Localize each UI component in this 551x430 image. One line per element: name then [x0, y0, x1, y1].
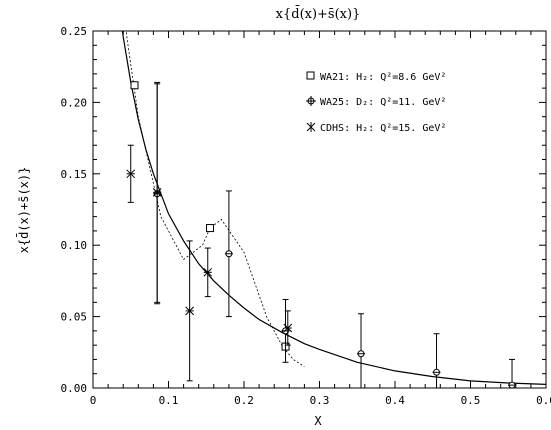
chart-title: x{d̄(x)+s̄(x)}: [276, 5, 361, 22]
series-0: [130, 81, 290, 351]
data-point: [224, 190, 233, 318]
x-tick-label: 0.2: [234, 394, 254, 407]
fit-curves: [121, 31, 546, 385]
square-marker: [130, 81, 139, 90]
star-marker: [203, 267, 213, 277]
legend: WA21: H₂: Q²=8.6 GeV² WA25: D₂: Q²=11. G…: [306, 71, 446, 134]
legend-entry-wa21: WA21: H₂: Q²=8.6 GeV²: [306, 71, 446, 83]
x-tick-label: 0: [90, 394, 97, 407]
data-point: [432, 333, 441, 388]
plot-frame: [92, 30, 547, 389]
y-tick-label: 0.05: [61, 311, 88, 324]
y-tick-label: 0.15: [61, 168, 88, 181]
data-point: [203, 247, 213, 298]
x-tick-label: 0.5: [461, 394, 481, 407]
y-axis-label: x{d̄(x)+s̄(x)}: [16, 167, 31, 254]
legend-square-marker: [306, 71, 315, 80]
star-marker: [126, 169, 136, 179]
fit-curve-dashed: [125, 31, 305, 367]
data-point: [130, 81, 139, 90]
data-point: [185, 240, 194, 382]
data-point: [206, 224, 215, 233]
x-tick-label: 0.6: [536, 394, 551, 407]
y-tick-label: 0.00: [61, 382, 88, 395]
axes: 0 0.1 0.2 0.3 0.4 0.5 0.6 0.00 0.05 0.10 0.15 0.20 0…: [61, 25, 551, 407]
legend-entry-wa25: WA25: D₂: Q²=11. GeV²: [306, 96, 446, 108]
legend-entry-cdhs: CDHS: H₂: Q²=15. GeV²: [306, 122, 446, 134]
y-tick-label: 0.20: [61, 96, 88, 109]
legend-label-cdhs: CDHS: H₂: Q²=15. GeV²: [320, 123, 446, 134]
data-point: [152, 81, 162, 303]
x-tick-label: 0.3: [310, 394, 330, 407]
legend-label-wa25: WA25: D₂: Q²=11. GeV²: [320, 97, 446, 108]
legend-star-marker: [306, 122, 316, 132]
y-tick-label: 0.25: [61, 25, 88, 38]
legend-label-wa21: WA21: H₂: Q²=8.6 GeV²: [320, 72, 446, 83]
data-point: [508, 358, 517, 389]
x-tick-label: 0.1: [159, 394, 179, 407]
data-points: [126, 81, 517, 389]
star-marker: [185, 306, 194, 316]
star-marker: [152, 188, 162, 197]
y-tick-label: 0.10: [61, 239, 88, 252]
data-point: [126, 144, 136, 203]
star-marker: [283, 323, 293, 333]
fit-curve-solid: [121, 31, 546, 385]
square-marker: [206, 224, 215, 233]
x-axis-label: X: [314, 414, 322, 428]
data-point: [357, 313, 366, 388]
series-2: [126, 81, 293, 382]
x-tick-label: 0.4: [385, 394, 405, 407]
data-point: [283, 310, 293, 346]
